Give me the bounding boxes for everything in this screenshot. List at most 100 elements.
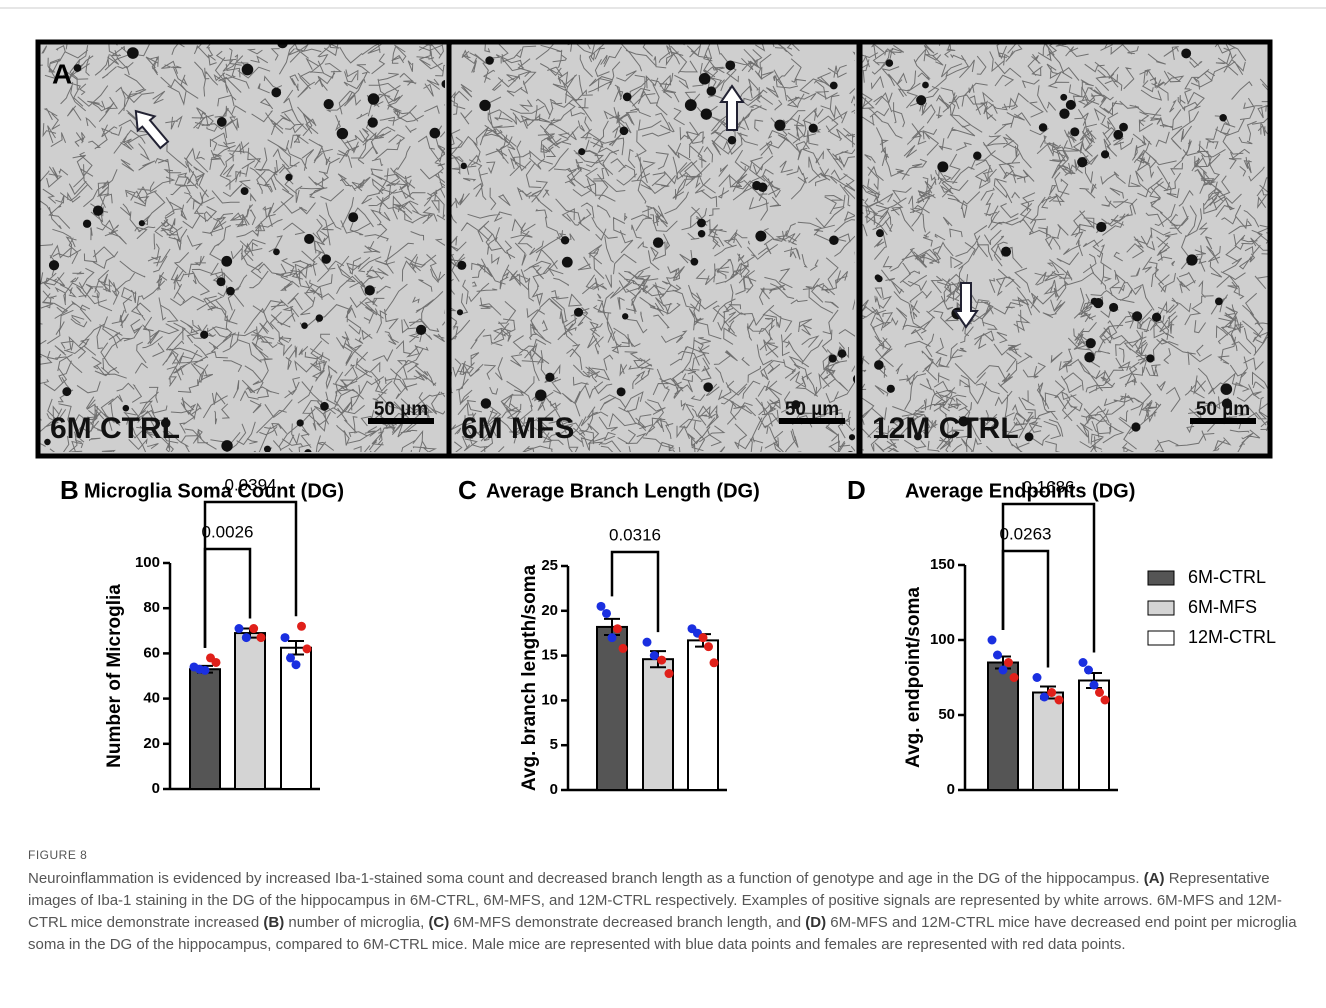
y-axis-label: Avg. branch length/soma: [519, 564, 540, 791]
soma: [441, 80, 445, 89]
scale-bar: [1190, 418, 1256, 424]
soma: [616, 387, 626, 397]
chart-title: Average Branch Length (DG): [486, 480, 760, 502]
processes: [862, 44, 1268, 452]
male-point: [596, 601, 606, 611]
male-point: [291, 660, 301, 670]
y-tick-label: 25: [541, 557, 558, 574]
soma: [364, 285, 375, 296]
male-point: [1078, 658, 1088, 667]
soma: [545, 372, 555, 382]
caption-panel-ref: (C): [428, 914, 450, 931]
female-point: [1095, 688, 1104, 697]
panel-letter: C: [458, 475, 477, 505]
caption-panel-ref: (B): [263, 914, 285, 931]
soma: [367, 117, 378, 128]
soma: [706, 86, 717, 96]
significance-bracket: [610, 550, 660, 633]
soma: [755, 230, 767, 242]
legend-label: 12M-CTRL: [1188, 627, 1276, 647]
soma: [829, 81, 838, 90]
panel-letter: B: [60, 475, 79, 505]
soma: [82, 219, 92, 228]
soma: [1181, 48, 1192, 59]
soma: [479, 99, 491, 112]
female-point: [1047, 688, 1057, 697]
y-tick-label: 15: [541, 647, 558, 664]
y-tick-label: 100: [135, 554, 160, 571]
p-value: 0.0394: [225, 475, 277, 494]
bar: [280, 646, 312, 790]
soma: [847, 451, 854, 452]
male-point: [602, 608, 611, 618]
soma: [1119, 122, 1128, 132]
soma: [415, 324, 427, 335]
soma: [456, 309, 464, 316]
male-point: [993, 650, 1002, 660]
y-tick-label: 0: [550, 781, 558, 798]
female-point: [1054, 695, 1064, 705]
soma: [62, 387, 72, 397]
micrograph-frame: [857, 39, 1273, 459]
male-point: [1084, 665, 1093, 675]
soma: [560, 236, 570, 245]
chart-title: Microglia Soma Count (DG): [84, 480, 344, 502]
significance-bracket: [1001, 549, 1050, 668]
y-tick-label: 0: [947, 781, 955, 798]
soma: [304, 449, 312, 452]
soma: [916, 95, 927, 106]
legend-swatch: [1147, 570, 1175, 586]
soma: [958, 416, 969, 427]
processes: [451, 44, 855, 452]
caption-panel-ref: (D): [805, 914, 827, 931]
soma: [44, 438, 51, 446]
soma: [698, 72, 711, 85]
y-axis-label: Avg. endpoint/soma: [903, 587, 924, 768]
soma: [320, 401, 329, 411]
soma: [1060, 93, 1068, 101]
figure-panels: 6M CTRL 50 µm 6M MFS 50 µm 12M CTRL 50 µm A B…: [0, 7, 1326, 798]
male-point: [1039, 692, 1049, 702]
female-point: [302, 644, 312, 654]
y-tick-label: 40: [143, 690, 160, 707]
soma: [304, 233, 315, 244]
y-tick-label: 5: [550, 736, 558, 753]
soma: [574, 307, 584, 317]
soma: [1113, 129, 1124, 140]
soma: [1146, 354, 1155, 363]
soma: [937, 161, 949, 173]
soma: [1220, 383, 1233, 395]
soma: [874, 360, 884, 370]
soma: [1215, 297, 1223, 306]
soma: [1085, 338, 1096, 349]
soma: [73, 64, 82, 72]
soma: [1059, 108, 1070, 119]
male-point: [1032, 673, 1042, 682]
soma: [301, 322, 308, 329]
legend-swatch: [1147, 600, 1175, 616]
caption-span: number of microglia,: [284, 914, 429, 931]
bar: [642, 658, 674, 792]
soma: [241, 63, 254, 76]
y-tick-label: 80: [143, 599, 160, 616]
soma: [1132, 311, 1143, 322]
soma: [578, 148, 586, 156]
soma: [791, 400, 801, 410]
male-point: [234, 624, 244, 634]
soma: [703, 382, 713, 392]
soma: [622, 313, 629, 320]
soma: [160, 418, 171, 428]
soma: [684, 99, 697, 111]
scale-label: 50 µm: [374, 399, 428, 420]
female-point: [297, 621, 306, 631]
soma: [652, 237, 664, 248]
scale-bar: [779, 418, 845, 424]
male-point: [998, 665, 1008, 675]
micrograph-texture: [40, 44, 445, 452]
arrow: [719, 84, 745, 131]
female-point: [709, 658, 719, 668]
soma: [273, 248, 280, 256]
soma: [429, 127, 441, 139]
soma: [460, 162, 467, 170]
soma: [1077, 157, 1088, 168]
